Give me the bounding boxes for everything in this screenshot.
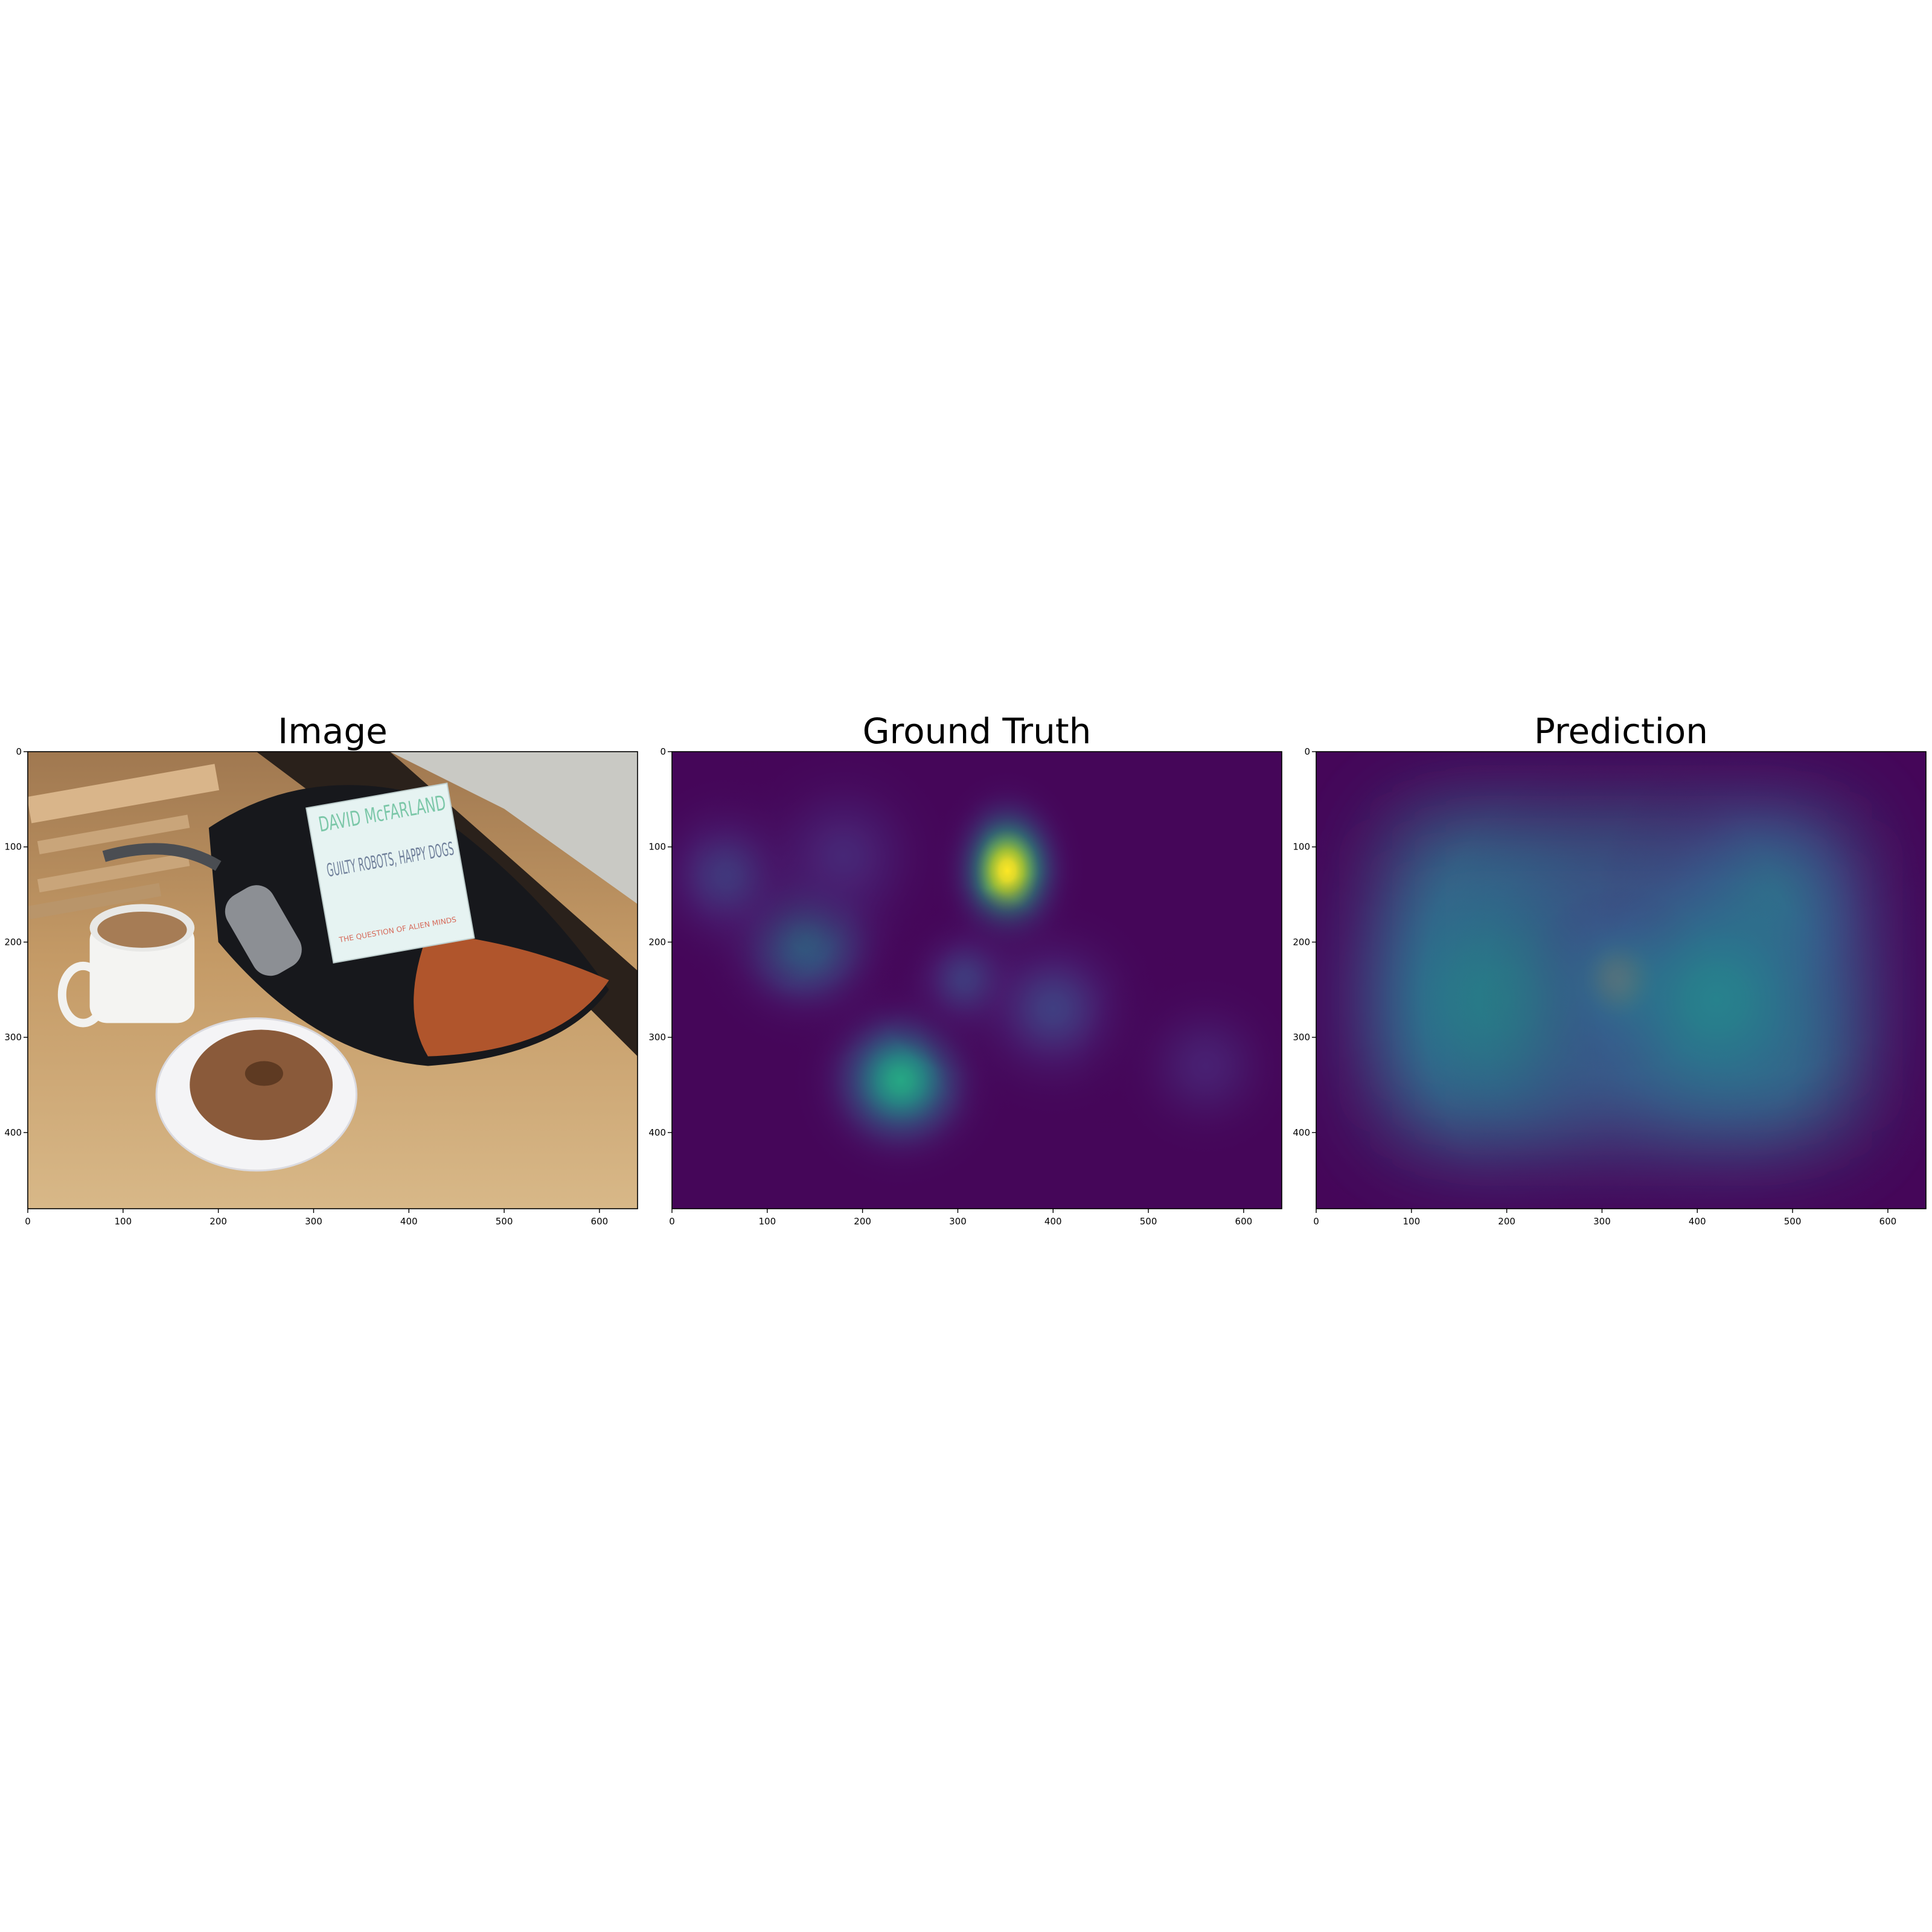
- x-tick-label: 500: [1140, 1216, 1157, 1227]
- y-tick-label: 300: [4, 1032, 22, 1043]
- x-tick-label: 300: [949, 1216, 967, 1227]
- y-tick-label: 200: [4, 936, 22, 947]
- x-tick-label: 100: [114, 1216, 132, 1227]
- x-tick-label: 500: [1784, 1216, 1802, 1227]
- panel-ground-truth: 0 100 200 300 400 500 600 0 100 200 300 400 Ground T…: [648, 711, 1282, 1227]
- panel-title: Prediction: [1534, 711, 1708, 752]
- x-tick-label: 400: [400, 1216, 418, 1227]
- x-tick-label: 600: [591, 1216, 609, 1227]
- y-tick-label: 0: [16, 746, 22, 757]
- thermos: [225, 885, 302, 976]
- y-tick-label: 100: [4, 842, 22, 852]
- x-tick-label: 600: [1879, 1216, 1897, 1227]
- panel-title: Ground Truth: [863, 711, 1092, 752]
- plot-area: DAVID McFARLANDGUILTY ROBOTS, HAPPY DOGS…: [28, 752, 638, 1209]
- y-tick-label: 300: [1293, 1032, 1310, 1043]
- panel-prediction: 0 100 200 300 400 500 600 0 100 200 300 400 Predicti…: [1293, 711, 1927, 1227]
- heatmap-blob: [697, 752, 991, 1003]
- heatmap-blob: [1080, 940, 1282, 1192]
- y-tick-label: 400: [1293, 1127, 1310, 1138]
- x-tick-label: 500: [496, 1216, 513, 1227]
- y-tick-label: 0: [660, 746, 666, 757]
- window-light: [389, 752, 638, 904]
- y-tick-label: 400: [4, 1127, 22, 1138]
- y-tick-label: 200: [1293, 936, 1310, 947]
- y-tick-label: 0: [1304, 746, 1310, 757]
- panel-image: DAVID McFARLANDGUILTY ROBOTS, HAPPY DOGS…: [4, 711, 638, 1227]
- x-tick-label: 0: [1313, 1216, 1319, 1227]
- heatmap-blob: [1422, 752, 1926, 1209]
- x-tick-label: 400: [1689, 1216, 1706, 1227]
- wooden-chair: [28, 764, 220, 920]
- x-tick-label: 600: [1235, 1216, 1253, 1227]
- donut-on-plate: [155, 1017, 357, 1172]
- x-tick-label: 100: [758, 1216, 776, 1227]
- x-tick-label: 300: [1593, 1216, 1611, 1227]
- x-tick-label: 0: [669, 1216, 675, 1227]
- y-tick-label: 300: [648, 1032, 666, 1043]
- y-tick-label: 200: [648, 936, 666, 947]
- x-tick-label: 200: [854, 1216, 871, 1227]
- axes-frame: [1316, 751, 1927, 1209]
- y-tick-label: 100: [1293, 842, 1310, 852]
- x-tick-label: 400: [1044, 1216, 1062, 1227]
- axes-frame: [671, 751, 1282, 1209]
- x-tick-label: 200: [1498, 1216, 1515, 1227]
- axes-frame: [27, 751, 638, 1209]
- book: DAVID McFARLANDGUILTY ROBOTS, HAPPY DOGS…: [305, 782, 475, 964]
- x-tick-label: 200: [210, 1216, 227, 1227]
- plot-area: [672, 752, 1282, 1209]
- coffee-mug: [57, 904, 195, 1028]
- x-tick-label: 0: [25, 1216, 31, 1227]
- x-tick-label: 300: [305, 1216, 322, 1227]
- x-tick-label: 100: [1403, 1216, 1420, 1227]
- y-tick-label: 100: [648, 842, 666, 852]
- panel-title: Image: [278, 711, 388, 752]
- plot-area: [1316, 752, 1926, 1209]
- y-tick-label: 400: [648, 1127, 666, 1138]
